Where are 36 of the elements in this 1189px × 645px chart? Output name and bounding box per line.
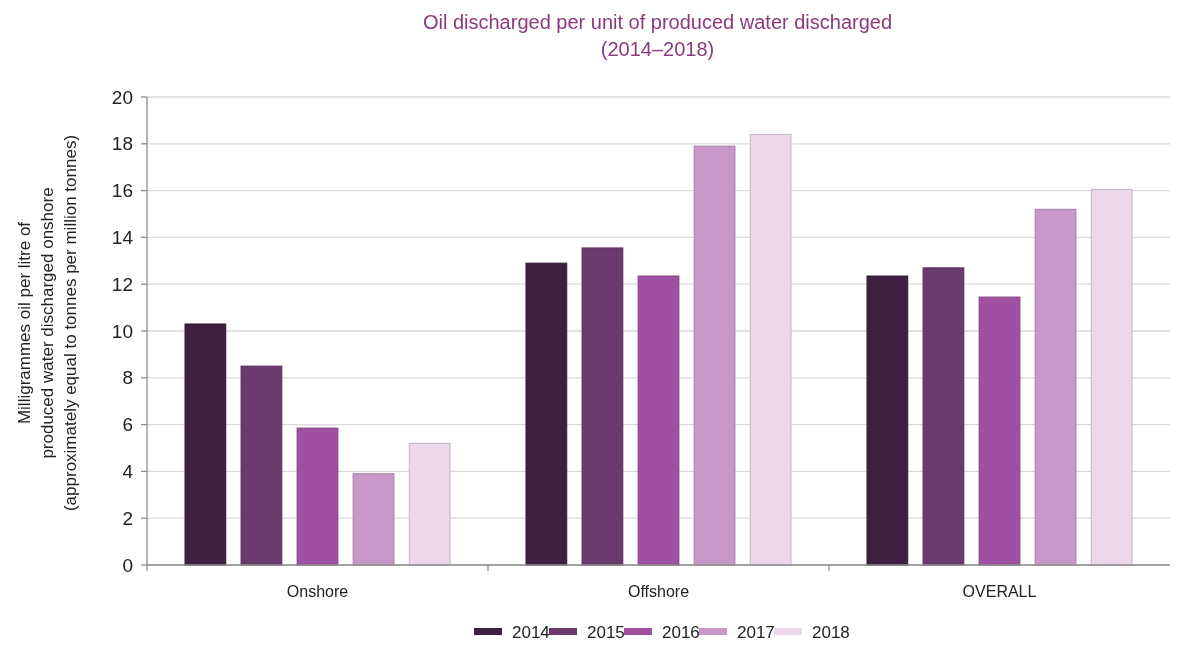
bar — [693, 145, 736, 566]
y-tick-label: 8 — [122, 367, 133, 389]
bar — [525, 262, 568, 566]
bar — [296, 427, 339, 566]
chart-title: Oil discharged per unit of produced water discharged (2014–2018) — [422, 11, 893, 60]
bar — [352, 473, 395, 566]
y-tick-label: 16 — [111, 180, 133, 202]
bar — [184, 323, 227, 566]
y-tick-label: 0 — [122, 554, 133, 576]
x-tick-label: OVERALL — [962, 583, 1037, 600]
bar — [866, 275, 909, 566]
bar — [581, 247, 624, 566]
legend-label: 2017 — [737, 622, 775, 642]
legend-label: 2015 — [587, 622, 625, 642]
bar — [749, 133, 792, 566]
y-tick-label: 6 — [122, 414, 133, 436]
bar — [637, 275, 680, 566]
y-tick-label: 14 — [111, 227, 134, 249]
legend-label: 2016 — [662, 622, 700, 642]
x-tick-label: Offshore — [627, 583, 690, 600]
y-tick-label: 20 — [111, 86, 133, 108]
x-tick-label: Onshore — [286, 583, 349, 600]
bar — [1034, 208, 1077, 566]
bar — [1090, 188, 1133, 566]
y-tick-label: 10 — [111, 320, 133, 342]
legend-label: 2018 — [812, 622, 850, 642]
y-tick-label: 4 — [122, 461, 134, 483]
bar — [408, 442, 451, 566]
legend-label: 2014 — [512, 622, 550, 642]
y-tick-label: 2 — [122, 507, 133, 529]
bar — [922, 267, 965, 566]
bar — [978, 296, 1021, 566]
y-tick-label: 18 — [111, 133, 133, 155]
bar — [240, 365, 283, 566]
y-tick-label: 12 — [111, 273, 133, 295]
y-axis-title: Milligrammes oil per litre of produced water discharged onshore (approximately equal to tonnes per million tonnes) — [15, 134, 80, 512]
